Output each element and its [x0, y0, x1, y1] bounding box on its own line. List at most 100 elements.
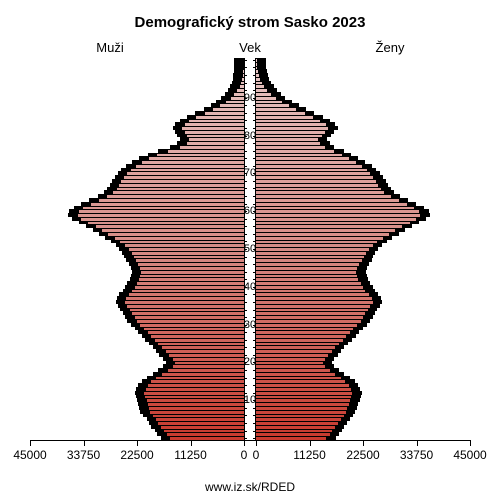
bar-women [256, 164, 362, 168]
bar-women [256, 372, 335, 376]
x-tick-label: 45000 [13, 448, 46, 462]
bar-women [256, 334, 346, 338]
y-tick [253, 332, 256, 333]
bar-women [256, 130, 325, 134]
y-tick-label: 70 [244, 167, 256, 179]
bar-men [117, 187, 244, 191]
bar-women [256, 277, 358, 281]
bar-shadow [256, 58, 266, 62]
bar-men [169, 353, 244, 357]
bar-women [256, 281, 361, 285]
y-tick [253, 67, 256, 68]
bar-men [140, 274, 244, 278]
bar-women [256, 236, 383, 240]
bar-women [256, 258, 362, 262]
bar-men [129, 247, 244, 251]
bar-men [168, 149, 244, 153]
bar-men [146, 387, 244, 391]
y-tick [244, 423, 247, 424]
bar-women [256, 289, 365, 293]
bar-men [196, 115, 244, 119]
bar-women [256, 194, 391, 198]
bar-women [256, 240, 377, 244]
bar-women [256, 187, 381, 191]
bar-shadow [256, 66, 266, 70]
bar-men [113, 190, 244, 194]
bar-men [173, 357, 244, 361]
x-tick [244, 440, 245, 446]
y-tick [244, 438, 247, 439]
bar-women [256, 274, 357, 278]
y-tick [253, 347, 256, 348]
bar-men [145, 395, 244, 399]
y-tick [253, 120, 256, 121]
y-tick [253, 151, 256, 152]
y-tick [244, 60, 247, 61]
y-tick [244, 143, 247, 144]
bar-men [136, 258, 244, 262]
bar-women [256, 137, 318, 141]
bar-women [256, 319, 361, 323]
bar-men [175, 361, 244, 365]
bar-women [256, 198, 399, 202]
bar-men [142, 160, 244, 164]
y-tick [244, 431, 247, 432]
bar-women [256, 327, 353, 331]
bar-women [256, 202, 407, 206]
bar-women [256, 122, 326, 126]
bar-women [256, 77, 260, 81]
bar-men [119, 183, 244, 187]
bar-women [256, 383, 349, 387]
y-tick [253, 158, 256, 159]
x-tick-label: 45000 [453, 448, 486, 462]
bar-men [81, 217, 244, 221]
bar-women [256, 103, 289, 107]
x-tick [256, 440, 257, 446]
bar-men [132, 311, 244, 315]
bar-women [256, 311, 365, 315]
bar-women [256, 232, 389, 236]
y-tick [244, 196, 247, 197]
bar-women [256, 251, 366, 255]
bar-men [141, 270, 244, 274]
bar-women [256, 115, 313, 119]
bar-men [131, 168, 244, 172]
bar-women [256, 429, 332, 433]
bar-women [256, 243, 373, 247]
y-tick [244, 378, 247, 379]
bar-women [256, 81, 262, 85]
y-tick [253, 105, 256, 106]
y-tick [253, 340, 256, 341]
bar-men [149, 156, 244, 160]
x-tick-label: 22500 [346, 448, 379, 462]
bar-men [107, 194, 244, 198]
bar-women [256, 206, 414, 210]
y-tick [244, 302, 247, 303]
bar-women [256, 417, 341, 421]
y-tick [253, 415, 256, 416]
bar-women [256, 255, 364, 259]
bar-women [256, 292, 369, 296]
bar-men [167, 432, 244, 436]
y-tick [253, 385, 256, 386]
bar-women [256, 134, 322, 138]
y-tick [244, 75, 247, 76]
y-tick [244, 272, 247, 273]
bar-men [151, 379, 244, 383]
y-tick [253, 219, 256, 220]
bar-women [256, 145, 325, 149]
bar-women [256, 126, 328, 130]
bar-men [162, 372, 244, 376]
bar-men [115, 236, 244, 240]
bar-women [256, 175, 373, 179]
x-tick [470, 440, 471, 446]
y-tick [253, 294, 256, 295]
y-tick-label: 20 [244, 356, 256, 368]
y-tick [244, 188, 247, 189]
y-tick [244, 181, 247, 182]
y-tick-label: 30 [244, 319, 256, 331]
pyramid-plot: 102030405060708090 [30, 58, 470, 440]
bar-men [173, 364, 244, 368]
bar-men [126, 296, 244, 300]
label-age: Vek [239, 40, 261, 55]
